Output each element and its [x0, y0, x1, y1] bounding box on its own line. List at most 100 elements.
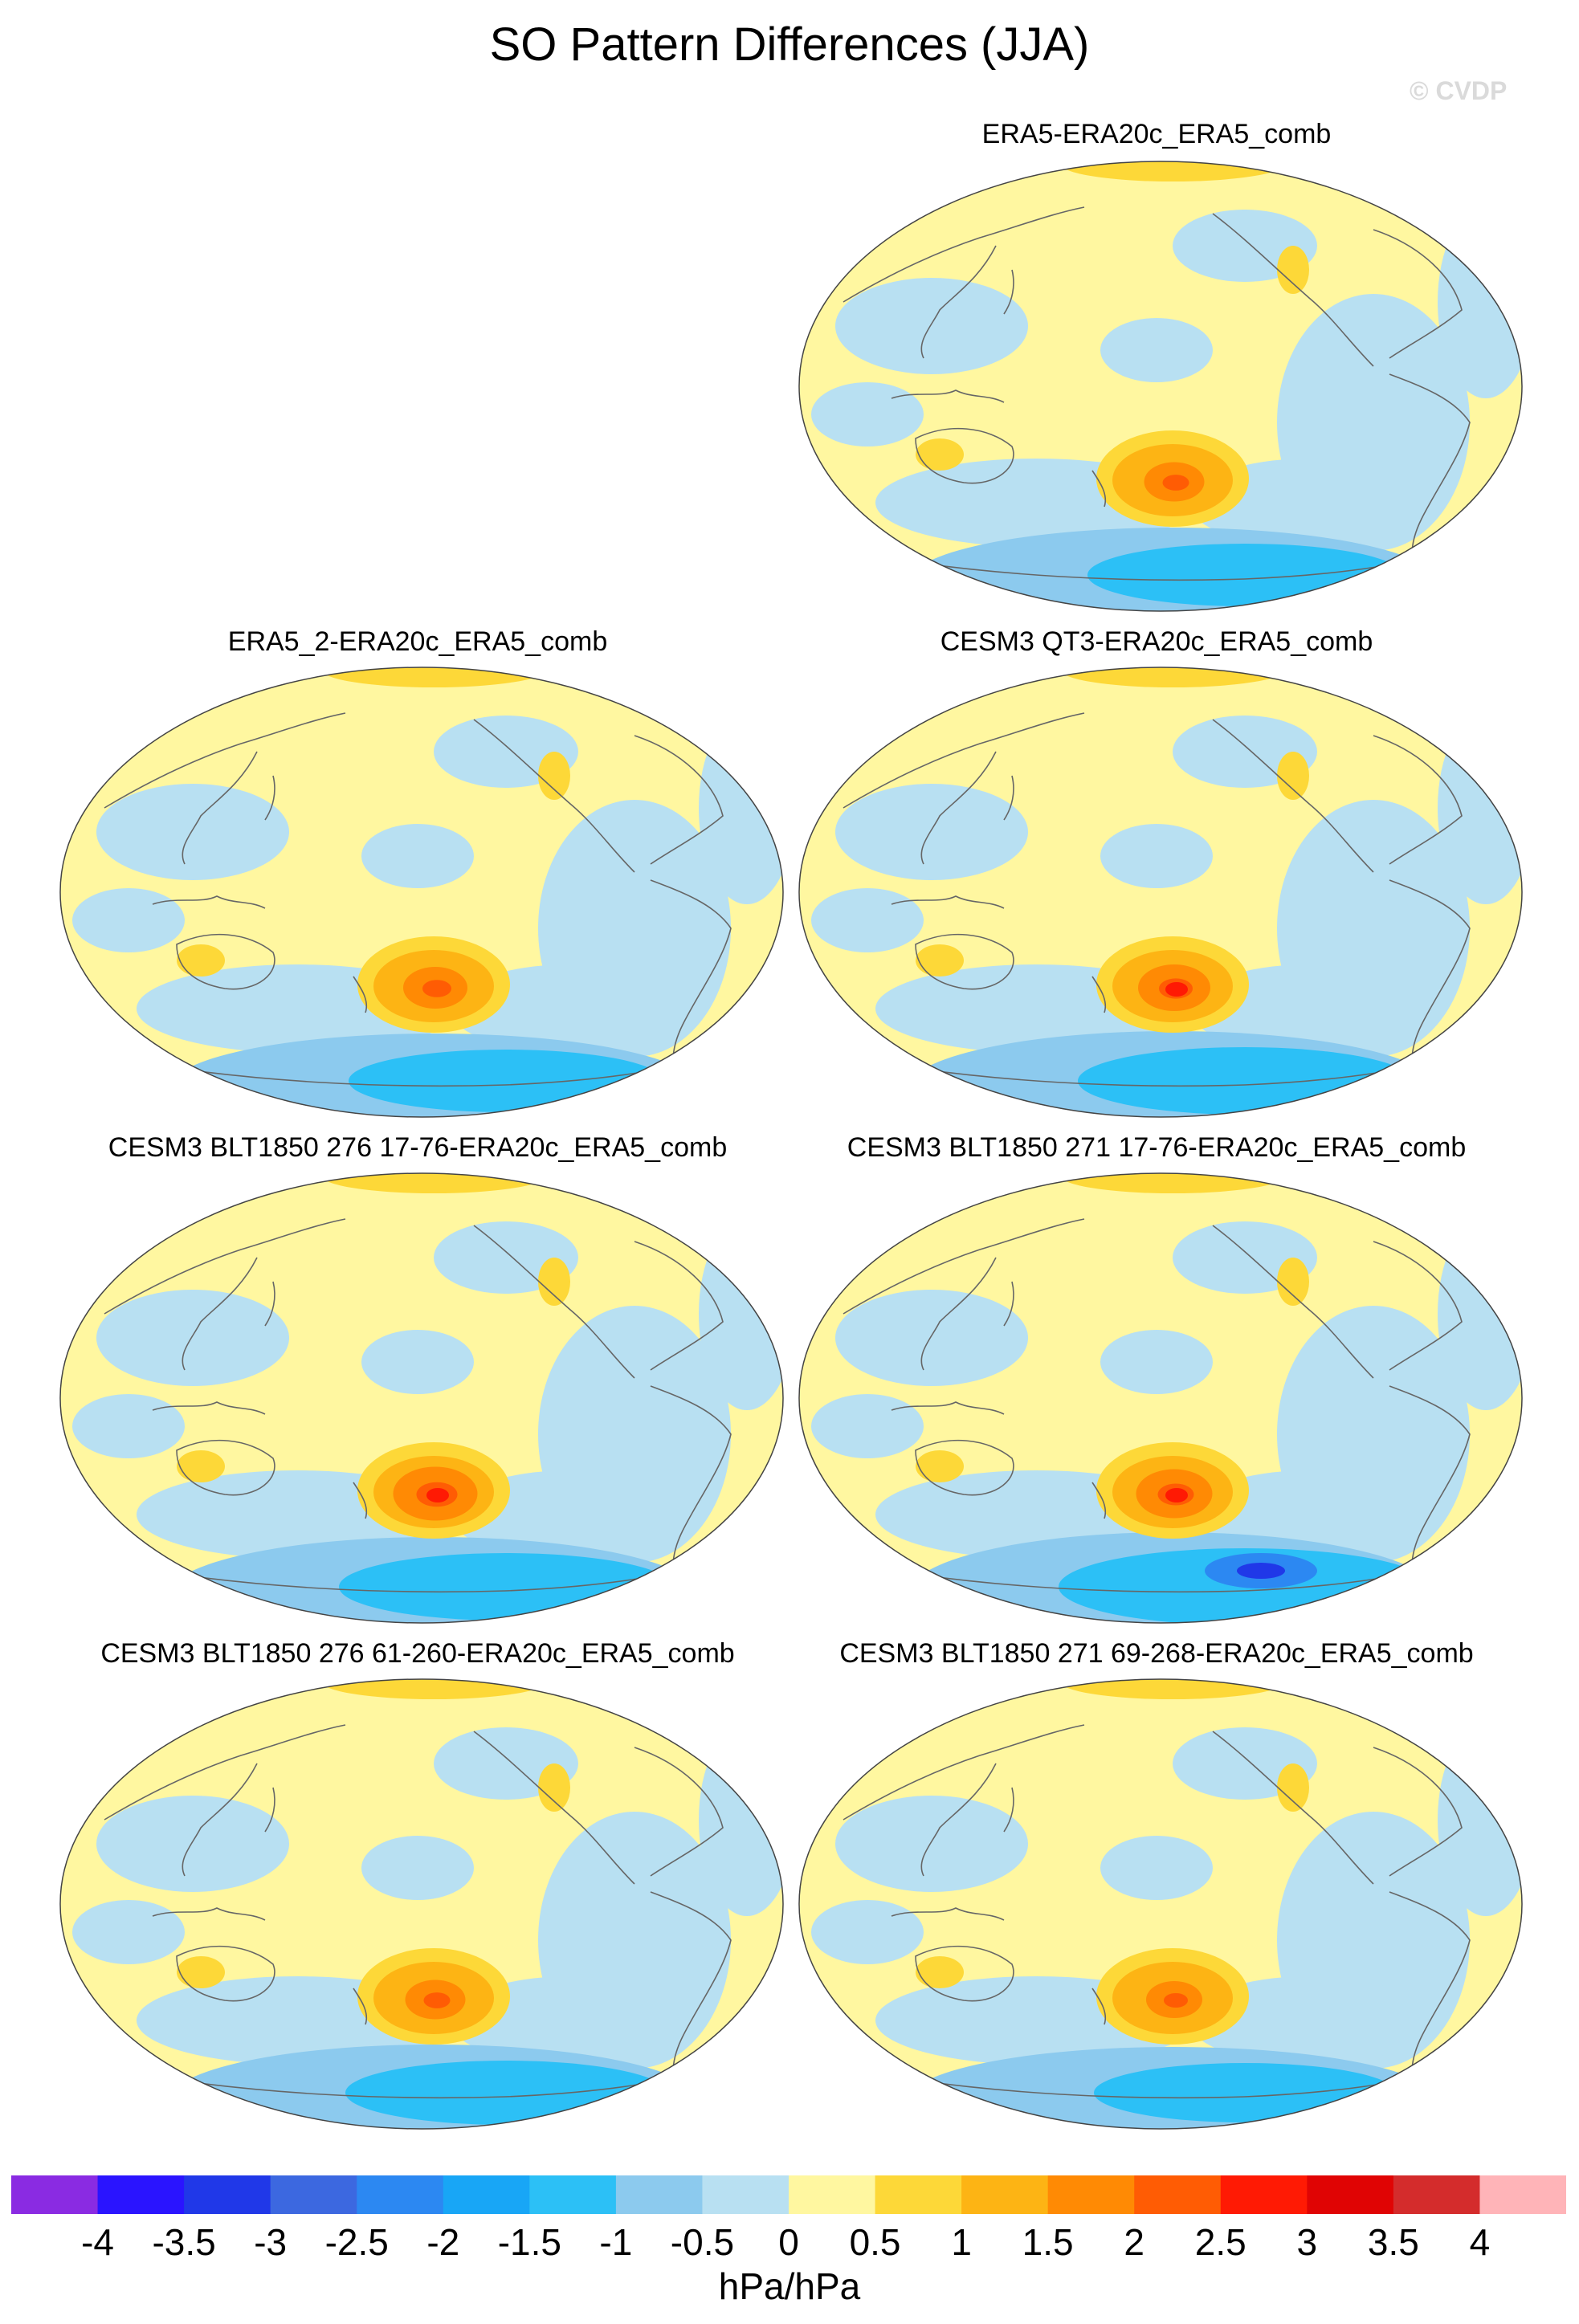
coastline [1003, 269, 1014, 315]
coastline [1003, 1787, 1014, 1833]
polar-warm-strip [321, 667, 546, 687]
coastline [920, 751, 997, 865]
negative-region [361, 1330, 474, 1394]
negative-region [1100, 1836, 1213, 1900]
colorbar-swatch [702, 2175, 790, 2214]
negative-region [361, 824, 474, 888]
coastline [1389, 1891, 1471, 2085]
colorbar-swatch [97, 2175, 185, 2214]
warm-spot [177, 1450, 225, 1482]
warm-anomaly-peak [1165, 1488, 1188, 1502]
coastline [152, 1907, 266, 1921]
colorbar-swatch [615, 2175, 703, 2214]
north-warm-spot [1277, 1258, 1309, 1306]
panel-title-5: CESM3 BLT1850 271 17-76-ERA20c_ERA5_comb [847, 1132, 1467, 1163]
coastline [1091, 470, 1107, 508]
colorbar-tick-label: 1 [951, 2221, 972, 2263]
colorbar-swatch [270, 2175, 357, 2214]
colorbar-swatch [529, 2175, 617, 2214]
colorbar-units: hPa/hPa [718, 2265, 861, 2307]
north-warm-spot [1277, 752, 1309, 800]
coastline [1003, 1281, 1014, 1327]
panel-title-7: CESM3 BLT1850 271 69-268-ERA20c_ERA5_com… [839, 1638, 1474, 1669]
coastline [665, 1703, 724, 1731]
map-fill-layer [60, 667, 783, 1117]
negative-region [835, 1290, 1028, 1386]
coastline [152, 1401, 266, 1415]
colorbar-tick-label: -0.5 [670, 2221, 735, 2263]
warm-spot [916, 1450, 964, 1482]
coastline [915, 1945, 1014, 2002]
negative-region [1189, 459, 1430, 547]
colorbar-swatch [875, 2175, 962, 2214]
coastline [650, 1385, 732, 1580]
panel-title-4: CESM3 BLT1850 276 17-76-ERA20c_ERA5_comb [108, 1132, 728, 1163]
coastline [176, 933, 275, 990]
negative-region [72, 1394, 185, 1458]
warm-spot [916, 944, 964, 976]
negative-region [361, 1836, 474, 1900]
polar-warm-strip [1060, 1679, 1285, 1699]
coastline [182, 1763, 258, 1877]
coastline [1404, 1703, 1463, 1731]
coastlines [843, 186, 1479, 581]
colorbar-tick-label: -1 [599, 2221, 633, 2263]
map-panel-5 [798, 1172, 1523, 1624]
southern-cold-core [339, 1553, 673, 1621]
globe-outline [798, 667, 1523, 1118]
coastline [634, 1241, 724, 1371]
coastline [891, 895, 1005, 909]
globe-outline [798, 1172, 1523, 1624]
negative-region [811, 888, 924, 952]
negative-region [96, 1796, 289, 1892]
coastline [176, 1439, 275, 1496]
watermark: © CVDP [1410, 76, 1508, 105]
colorbar-tick-label: 3 [1296, 2221, 1318, 2263]
southern-cold-core [1078, 1047, 1412, 1115]
coastline [1003, 775, 1014, 821]
negative-region [811, 382, 924, 446]
coastline [920, 245, 997, 359]
polar-warm-strip [1060, 1173, 1285, 1193]
colorbar-tick-label: 3.5 [1367, 2221, 1419, 2263]
coastline [1091, 1988, 1107, 2025]
coastline [473, 1225, 635, 1379]
coastline [473, 1731, 635, 1885]
coastline [264, 1787, 275, 1833]
coastline [353, 1482, 368, 1519]
colorbar-tick-label: 0.5 [849, 2221, 901, 2263]
colorbar-swatch [443, 2175, 530, 2214]
coastline [473, 719, 635, 873]
coastline [915, 933, 1014, 990]
coastline [1091, 1482, 1107, 1519]
colorbar-tick-label: -2.5 [324, 2221, 389, 2263]
colorbar-tick-label: -4 [81, 2221, 114, 2263]
map-panel-2 [59, 667, 784, 1118]
coastline [1091, 976, 1107, 1013]
colorbar-tick-label: 1.5 [1022, 2221, 1074, 2263]
warm-spot [916, 1956, 964, 1988]
negative-region [450, 964, 691, 1053]
coastline [915, 427, 1014, 484]
coastline [353, 976, 368, 1013]
warm-anomaly-peak [426, 1488, 449, 1502]
map-fill-layer [60, 1173, 783, 1623]
negative-region [1100, 824, 1213, 888]
negative-region [835, 1796, 1028, 1892]
globe-outline [59, 1172, 784, 1624]
colorbar-tick-label: -1.5 [497, 2221, 561, 2263]
map-fill-layer [799, 667, 1522, 1117]
coastline [1212, 1225, 1374, 1379]
negative-region [811, 1394, 924, 1458]
coastline [665, 1197, 724, 1225]
coastline [650, 1891, 732, 2085]
map-panel-4 [59, 1172, 784, 1624]
colorbar-tick-label: -2 [426, 2221, 460, 2263]
colorbar-swatch [1220, 2175, 1308, 2214]
map-fill-layer [60, 1679, 783, 2129]
southern-cold-core [1087, 544, 1402, 606]
coastline [1212, 213, 1374, 367]
colorbar [11, 2175, 1566, 2214]
polar-warm-strip [321, 1679, 546, 1699]
coastline [891, 1907, 1005, 1921]
